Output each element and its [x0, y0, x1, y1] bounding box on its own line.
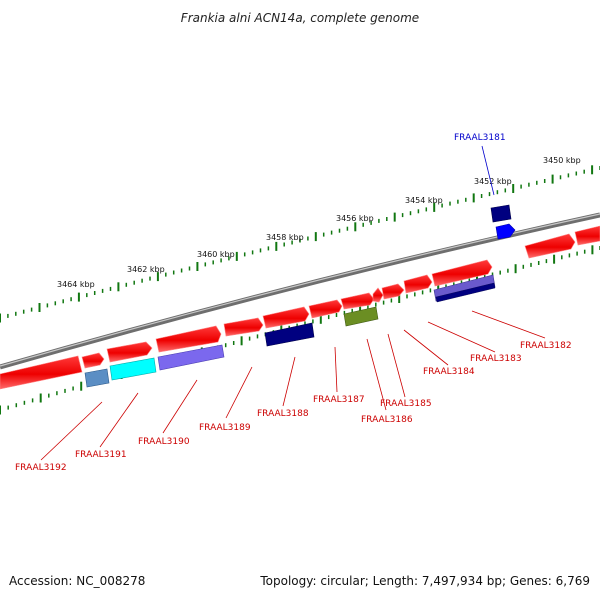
gene-forward[interactable] — [381, 283, 405, 300]
scale-label-3454: 3454 kbp — [405, 196, 443, 205]
scale-label-3458: 3458 kbp — [266, 233, 304, 242]
leader-line — [99, 392, 139, 448]
gene-forward[interactable] — [106, 341, 153, 363]
topology-text: Topology: circular; Length: 7,497,934 bp… — [260, 574, 590, 588]
gene-forward[interactable] — [372, 287, 384, 303]
gene-forward[interactable] — [340, 292, 375, 310]
leader-line — [403, 329, 449, 366]
gene-label-fraal3192[interactable]: FRAAL3192 — [15, 463, 67, 473]
gene-forward[interactable] — [81, 352, 105, 369]
gene-label-fraal3191[interactable]: FRAAL3191 — [75, 450, 127, 460]
leader-line — [40, 401, 103, 461]
gene-forward[interactable] — [223, 317, 264, 337]
accession-text: Accession: NC_008278 — [9, 574, 146, 588]
leader-line — [481, 145, 495, 196]
gene-label-fraal3185[interactable]: FRAAL3185 — [380, 399, 432, 409]
gene-reverse-cyan[interactable] — [109, 357, 157, 381]
gene-forward[interactable] — [524, 233, 576, 259]
gene-reverse-olive[interactable] — [343, 306, 379, 327]
gene-label-fraal3182[interactable]: FRAAL3182 — [520, 341, 572, 351]
leader-line — [366, 338, 387, 411]
scale-label-3464: 3464 kbp — [57, 280, 95, 289]
label-leader-lines — [40, 145, 546, 461]
gene-forward[interactable] — [0, 355, 83, 390]
gene-labels: FRAAL3181 FRAAL3182 FRAAL3183 FRAAL3184 … — [15, 133, 572, 473]
leader-line — [225, 366, 253, 419]
reverse-strand-genes — [84, 204, 516, 388]
gene-label-fraal3184[interactable]: FRAAL3184 — [423, 367, 475, 377]
gene-label-fraal3181[interactable]: FRAAL3181 — [454, 133, 506, 143]
scale-label-3456: 3456 kbp — [336, 214, 374, 223]
scale-label-3452: 3452 kbp — [474, 177, 512, 186]
gene-reverse-steelblue[interactable] — [84, 368, 110, 388]
gene-forward[interactable] — [431, 259, 493, 287]
scale-labels: 3450 kbp 3452 kbp 3454 kbp 3456 kbp 3458… — [57, 156, 581, 289]
scale-label-3462: 3462 kbp — [127, 265, 165, 274]
gene-forward[interactable] — [574, 225, 600, 246]
gene-reverse-navy-small[interactable] — [490, 204, 512, 223]
gene-reverse-navy[interactable] — [264, 322, 315, 347]
leader-line — [427, 321, 496, 353]
gene-forward[interactable] — [262, 306, 310, 329]
gene-reverse-navy-stripe[interactable] — [435, 282, 496, 303]
gene-reverse-blue-arrow[interactable] — [495, 223, 516, 240]
scale-label-3450: 3450 kbp — [543, 156, 581, 165]
genome-backbone-highlight — [0, 213, 600, 367]
gene-label-fraal3187[interactable]: FRAAL3187 — [313, 395, 365, 405]
scale-label-3460: 3460 kbp — [197, 250, 235, 259]
genome-backbone — [0, 212, 600, 370]
gene-forward[interactable] — [308, 299, 343, 319]
leader-line — [162, 379, 198, 434]
map-title: Frankia alni ACN14a, complete genome — [181, 11, 419, 25]
gene-label-fraal3189[interactable]: FRAAL3189 — [199, 423, 251, 433]
leader-line — [282, 356, 296, 407]
gene-forward[interactable] — [155, 325, 222, 353]
outer-scale-track — [0, 165, 600, 323]
gene-label-fraal3190[interactable]: FRAAL3190 — [138, 437, 190, 447]
gene-label-fraal3186[interactable]: FRAAL3186 — [361, 415, 413, 425]
forward-strand-genes — [0, 225, 600, 390]
leader-line — [334, 346, 338, 393]
gene-reverse-slateblue[interactable] — [157, 344, 225, 371]
gene-label-fraal3188[interactable]: FRAAL3188 — [257, 409, 309, 419]
gene-forward[interactable] — [403, 274, 433, 294]
gene-label-fraal3183[interactable]: FRAAL3183 — [470, 354, 522, 364]
leader-line — [471, 310, 546, 339]
leader-line — [387, 333, 406, 398]
